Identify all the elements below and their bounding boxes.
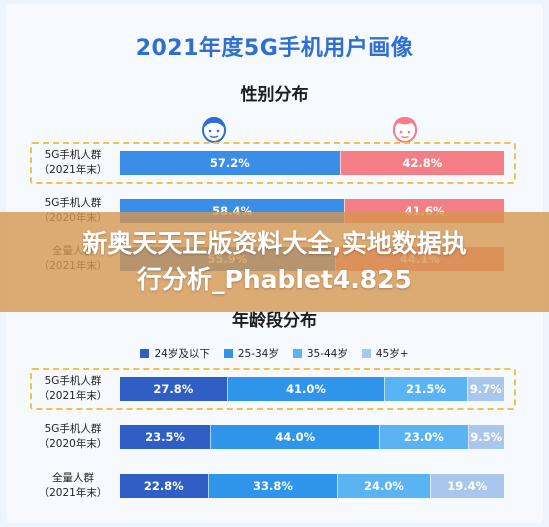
row-label-line: 5G手机人群 — [44, 375, 102, 387]
bar-value-label: 41.0% — [286, 382, 326, 396]
bar-segment: 19.4% — [429, 474, 504, 498]
bar-segment: 27.8% — [120, 377, 227, 401]
bar-value-label: 9.7% — [469, 382, 502, 396]
banner-line-2: 行分析_Phablet4.825 — [137, 265, 412, 294]
bar-segment: 24.0% — [337, 474, 430, 498]
legend-swatch — [361, 349, 371, 358]
legend-label: 25-34岁 — [237, 348, 279, 360]
bar-segment: 23.5% — [120, 425, 211, 449]
row-label-line: （2020年末） — [38, 438, 108, 450]
row-label: 5G手机人群 （2021年末） — [30, 374, 116, 404]
legend-item-25-34: 25-34岁 — [223, 346, 279, 361]
bar-segment: 33.8% — [207, 474, 338, 498]
legend-swatch — [292, 349, 302, 358]
page-title: 2021年度5G手机用户画像 — [135, 36, 414, 61]
bar-value-label: 27.8% — [153, 382, 194, 396]
row-label-line: 5G手机人群 — [44, 423, 102, 435]
male-icon — [202, 117, 226, 143]
legend-swatch — [140, 349, 150, 358]
bar-value-label: 22.8% — [143, 479, 184, 493]
legend-label: 24岁及以下 — [154, 348, 210, 360]
bar-value-label: 57.2% — [209, 156, 250, 170]
bar-value-label: 23.0% — [403, 430, 444, 444]
bar-segment: 57.2% — [120, 151, 340, 175]
bar-row: 23.5% 44.0% 23.0% 9.5% — [120, 425, 504, 449]
bar-value-label: 33.8% — [252, 479, 293, 493]
gender-section-title: 性别分布 — [240, 85, 309, 105]
bar-segment: 23.0% — [379, 425, 468, 449]
row-label: 5G手机人群 （2020年末） — [30, 422, 116, 452]
bar-value-label: 21.5% — [406, 382, 446, 396]
row-label-line: （2021年末） — [38, 164, 108, 176]
row-label: 5G手机人群 （2021年末） — [30, 148, 116, 178]
bar-value-label: 44.0% — [275, 430, 316, 444]
legend-item-lt24: 24岁及以下 — [140, 346, 210, 361]
bar-segment: 9.5% — [467, 425, 504, 449]
bar-row: 27.8% 41.0% 21.5% 9.7% — [120, 377, 504, 401]
female-icon — [392, 117, 418, 143]
age-highlight-box — [30, 368, 516, 410]
legend-item-45plus: 45岁+ — [361, 346, 409, 361]
bar-row: 57.2% 42.8% — [120, 151, 504, 175]
bar-segment: 41.0% — [226, 377, 385, 401]
bar-segment: 9.7% — [466, 377, 504, 401]
legend-item-35-44: 35-44岁 — [292, 346, 348, 361]
row-label: 全量人群 （2021年末） — [30, 471, 116, 501]
bar-segment: 42.8% — [339, 151, 504, 175]
row-label-line: 5G手机人群 — [44, 197, 102, 209]
bar-segment: 22.8% — [120, 474, 208, 498]
row-label-line: （2021年末） — [38, 487, 108, 499]
bar-value-label: 24.0% — [363, 479, 404, 493]
bar-row: 22.8% 33.8% 24.0% 19.4% — [120, 474, 504, 498]
bar-value-label: 42.8% — [402, 156, 443, 170]
legend-label: 45岁+ — [375, 348, 409, 360]
banner-line-1: 新奥天天正版资料大全,实地数据执 — [82, 229, 467, 258]
legend-swatch — [223, 349, 233, 358]
age-section-title: 年龄段分布 — [232, 311, 317, 331]
bar-value-label: 19.4% — [447, 479, 488, 493]
bar-value-label: 23.5% — [145, 430, 186, 444]
row-label-line: （2021年末） — [38, 390, 108, 402]
overlay-banner: 新奥天天正版资料大全,实地数据执 行分析_Phablet4.825 — [0, 212, 549, 312]
row-label-line: 全量人群 — [52, 472, 94, 484]
bar-segment: 44.0% — [210, 425, 380, 449]
row-label-line: 5G手机人群 — [44, 149, 102, 161]
legend-label: 35-44岁 — [306, 348, 348, 360]
bar-segment: 21.5% — [384, 377, 467, 401]
bar-value-label: 9.5% — [470, 430, 503, 444]
gender-highlight-box — [30, 142, 516, 184]
age-legend: 24岁及以下 25-34岁 35-44岁 45岁+ — [0, 346, 549, 361]
